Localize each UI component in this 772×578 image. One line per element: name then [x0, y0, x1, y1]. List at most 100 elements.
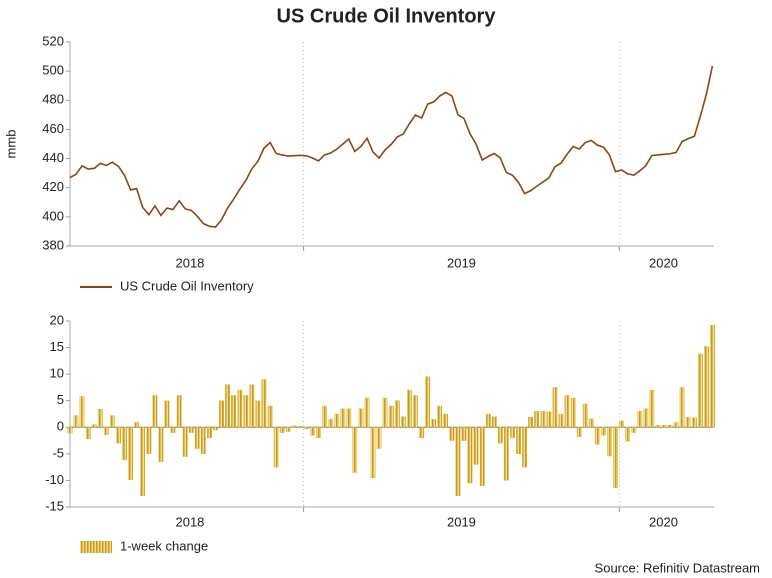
bar	[85, 427, 91, 440]
bar	[91, 424, 97, 428]
bar	[449, 427, 455, 441]
bar	[225, 384, 230, 428]
bar	[425, 376, 431, 428]
bar	[237, 389, 243, 428]
bar	[358, 408, 364, 428]
bar	[370, 427, 376, 478]
bar	[419, 427, 425, 439]
bar	[528, 416, 533, 428]
bar	[273, 427, 279, 468]
bar	[376, 427, 382, 449]
bar	[576, 427, 582, 438]
y-tick-label: 5	[57, 392, 64, 407]
bar	[322, 405, 327, 428]
y-tick-label: 380	[42, 237, 64, 252]
bar	[673, 422, 679, 428]
bar	[328, 419, 334, 428]
y-tick-label: -15	[45, 498, 64, 513]
bar	[552, 387, 558, 428]
bar	[231, 395, 236, 428]
bar	[510, 427, 515, 439]
x-tick-label: 2020	[649, 514, 678, 529]
legend-label: US Crude Oil Inventory	[120, 278, 254, 293]
bar	[601, 427, 606, 436]
y-tick-label: 440	[42, 150, 64, 165]
bar	[582, 403, 588, 428]
bar	[140, 427, 146, 497]
bar	[382, 397, 388, 428]
bar	[540, 411, 546, 428]
bar	[534, 411, 539, 428]
x-tick-label: 2020	[649, 255, 678, 270]
y-tick-label: -10	[45, 472, 64, 487]
bar	[704, 346, 709, 428]
bar	[503, 427, 509, 481]
y-tick-label: 400	[42, 208, 64, 223]
bar	[619, 420, 624, 428]
bar	[607, 427, 612, 457]
bar	[564, 395, 570, 428]
bar	[73, 415, 79, 428]
bar	[455, 427, 461, 497]
y-axis-label: mmb	[3, 130, 18, 159]
y-tick-label: 500	[42, 63, 64, 78]
bar	[516, 427, 521, 455]
bar	[570, 397, 576, 428]
bar	[467, 427, 473, 484]
y-tick-label: 480	[42, 92, 64, 107]
bar	[491, 416, 497, 428]
bar	[298, 426, 303, 428]
x-tick-label: 2018	[175, 255, 204, 270]
bar	[152, 395, 158, 428]
source: Source: Refinitiv Datastream	[595, 560, 760, 575]
bar	[334, 413, 340, 428]
y-tick-label: 15	[50, 339, 64, 354]
bar	[649, 389, 655, 428]
bar	[546, 411, 552, 428]
bar	[219, 400, 224, 428]
bar	[164, 400, 170, 428]
bar	[613, 427, 618, 489]
bar	[685, 416, 691, 428]
bar	[692, 417, 697, 428]
bar	[661, 424, 667, 428]
bar	[346, 408, 352, 428]
bar	[631, 427, 637, 433]
bar	[213, 427, 218, 431]
bar	[97, 409, 103, 428]
y-tick-label: -5	[52, 445, 64, 460]
bar	[176, 395, 182, 428]
bar	[497, 427, 503, 444]
bar	[255, 400, 261, 428]
bar	[625, 427, 630, 442]
bar	[340, 408, 346, 428]
y-tick-label: 520	[42, 33, 64, 48]
bar	[679, 387, 685, 428]
bar	[261, 379, 267, 428]
bar	[522, 427, 527, 468]
y-tick-label: 460	[42, 121, 64, 136]
x-tick-label: 2019	[447, 255, 476, 270]
bar	[304, 427, 309, 430]
bar	[182, 427, 188, 457]
bar	[134, 422, 140, 428]
bar	[461, 427, 467, 441]
bar	[479, 427, 485, 486]
bar	[667, 424, 673, 428]
bar	[594, 427, 600, 445]
bar	[122, 427, 128, 460]
x-tick-label: 2019	[447, 514, 476, 529]
bar	[443, 413, 449, 428]
bar	[249, 384, 255, 428]
bar	[394, 400, 400, 428]
bar	[79, 396, 85, 428]
bar	[200, 427, 206, 455]
bar	[158, 427, 164, 463]
bar	[558, 413, 564, 428]
bar	[431, 419, 437, 428]
bar	[267, 405, 273, 428]
bar	[310, 427, 315, 436]
bar	[146, 427, 152, 455]
y-tick-label: 20	[50, 312, 64, 327]
